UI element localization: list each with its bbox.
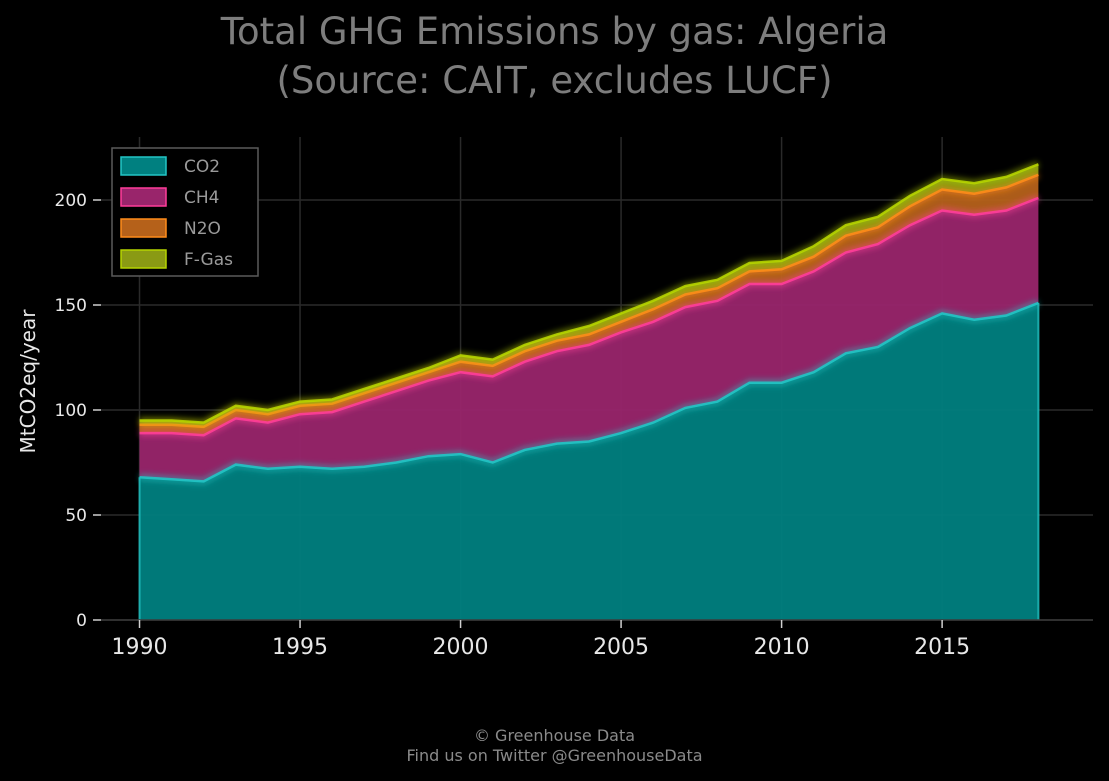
y-tick-label: 200 — [55, 191, 87, 211]
y-tick-label: 50 — [65, 506, 87, 526]
x-tick-label: 2015 — [914, 635, 970, 660]
axis-layer: 0 50 100 150 200 1990 1995 2000 2005 2010 2015 MtCO… — [16, 191, 1093, 660]
y-tick-label: 0 — [76, 611, 87, 631]
x-tick-label: 2010 — [754, 635, 810, 660]
legend-label-ch4: CH4 — [184, 188, 219, 208]
footer-twitter: Find us on Twitter @GreenhouseData — [406, 746, 703, 765]
legend-swatch-ch4 — [120, 187, 167, 207]
area-ch4 — [139, 197, 1039, 482]
chart-title: Total GHG Emissions by gas: Algeria — [220, 10, 889, 53]
x-tick-label: 2005 — [593, 635, 649, 660]
line-ch4 — [139, 196, 1039, 437]
legend-swatch-fgas — [120, 249, 167, 269]
legend-label-n2o: N2O — [184, 219, 221, 239]
line-co2 — [139, 301, 1039, 483]
area-co2 — [139, 302, 1039, 620]
footer-credit: © Greenhouse Data — [473, 726, 636, 745]
legend-label-fgas: F-Gas — [184, 250, 233, 270]
legend: CO2 CH4 N2O F-Gas — [111, 147, 259, 277]
line-layer — [138, 161, 1040, 620]
legend-swatch-n2o — [120, 218, 167, 238]
area-layer — [139, 164, 1039, 620]
x-tick-label: 1995 — [272, 635, 328, 660]
x-tick-label: 2000 — [433, 635, 489, 660]
area-n2o — [139, 174, 1039, 436]
legend-label-co2: CO2 — [184, 157, 220, 177]
x-tick-label: 1990 — [112, 635, 168, 660]
chart-subtitle: (Source: CAIT, excludes LUCF) — [276, 59, 833, 102]
y-axis-label: MtCO2eq/year — [16, 309, 40, 454]
line-n2o — [139, 173, 1039, 429]
y-tick-label: 150 — [55, 296, 87, 316]
y-tick-label: 100 — [55, 401, 87, 421]
line-fgas — [139, 163, 1039, 424]
legend-swatch-co2 — [120, 156, 167, 176]
